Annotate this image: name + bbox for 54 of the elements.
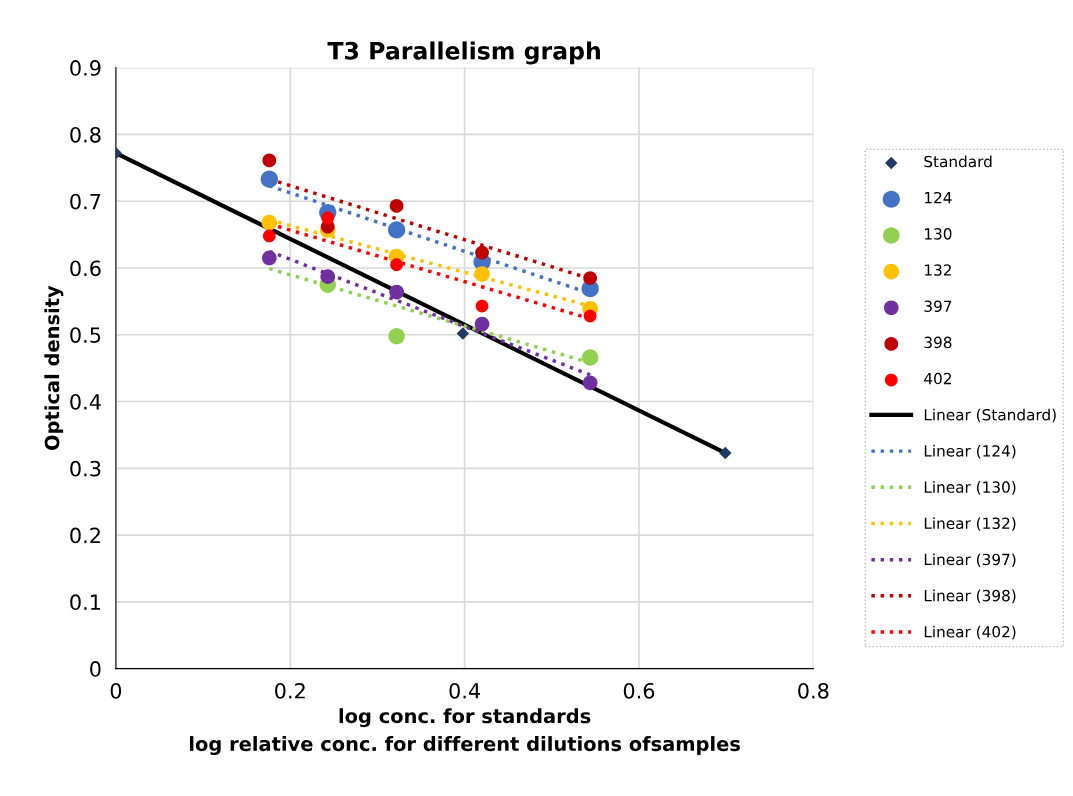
y-tick-label: 0.2 (70, 527, 100, 544)
point (261, 214, 278, 231)
point (262, 229, 276, 243)
y-tick-label: 0.8 (70, 126, 101, 143)
point (261, 250, 277, 266)
point (474, 316, 490, 332)
point (389, 199, 404, 213)
y-tick-label: 0 (90, 661, 101, 677)
legend-label: 130 (925, 228, 952, 240)
y-tick-label: 0.1 (70, 594, 101, 611)
point (582, 375, 598, 391)
point (387, 221, 406, 239)
legend-label: 124 (925, 191, 952, 204)
point (320, 269, 336, 285)
y-tick-label: 0.3 (70, 460, 101, 477)
point (388, 327, 405, 345)
point (390, 258, 403, 272)
y-axis-title: Optical density (44, 285, 64, 451)
legend-label: Linear (132) (924, 517, 1016, 531)
y-tick-label: 0.9 (70, 60, 101, 76)
chart-title: T3 Parallelism graph (327, 41, 600, 65)
point (262, 153, 277, 168)
point (474, 266, 490, 282)
x-tick-label: 0.8 (798, 682, 829, 699)
point (260, 170, 278, 188)
point (456, 327, 470, 340)
y-tick-label: 0.6 (70, 260, 101, 277)
y-tick-label: 0.4 (70, 393, 101, 410)
point (719, 446, 732, 460)
legend-label: Linear (124) (924, 444, 1016, 459)
x-tick-label: 0.2 (275, 682, 305, 699)
legend-label: Linear (Standard) (924, 408, 1056, 423)
legend-label: 132 (925, 264, 951, 276)
point (475, 245, 489, 260)
x-axis-title: log conc. for standards log relative conc. for different dilutions ofsamples (189, 708, 740, 756)
point (583, 309, 597, 323)
x-tick-label: 0.4 (449, 682, 481, 699)
legend-label: Linear (130) (924, 481, 1016, 495)
x-tick-label: 0 (110, 682, 122, 699)
point (475, 299, 489, 313)
legend-label: Linear (397) (924, 553, 1016, 568)
legend-label: Linear (402) (924, 625, 1016, 640)
legend-label: Linear (398) (924, 589, 1016, 604)
point (581, 349, 599, 366)
y-tick-label: 0.7 (70, 193, 101, 210)
legend-label: 398 (924, 336, 952, 349)
point (321, 211, 335, 225)
legend-label: Standard (924, 155, 992, 168)
point (389, 284, 404, 300)
legend-label: 402 (924, 372, 951, 385)
point (583, 271, 598, 285)
y-tick-label: 0.5 (70, 327, 101, 343)
legend-label: 397 (924, 300, 952, 312)
x-tick-label: 0.6 (623, 682, 655, 699)
